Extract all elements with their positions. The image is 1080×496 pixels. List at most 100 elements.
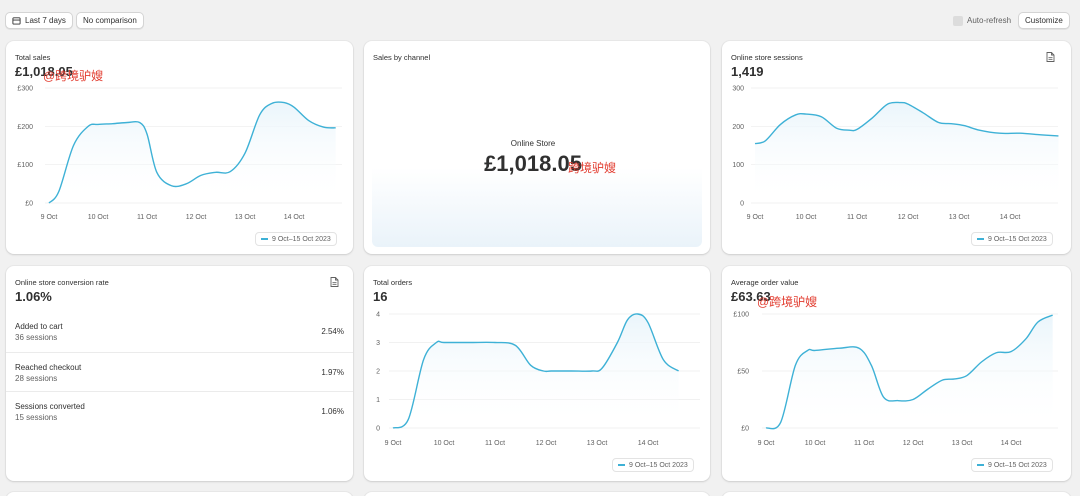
data-point (293, 107, 294, 108)
legend-label: 9 Oct–15 Oct 2023 (988, 235, 1047, 243)
data-point (139, 122, 140, 123)
x-tick-label: 12 Oct (903, 440, 924, 447)
conversion-row-sessions: 36 sessions (15, 333, 58, 342)
y-tick-label: £0 (25, 201, 33, 208)
data-point (907, 104, 908, 105)
y-tick-label: £300 (17, 86, 33, 93)
x-tick-label: 10 Oct (88, 214, 109, 221)
data-point (981, 361, 982, 362)
data-point (999, 133, 1000, 134)
toolbar: Last 7 days No comparison Auto-refresh C… (0, 0, 1080, 40)
data-point (48, 202, 49, 203)
data-point (97, 124, 98, 125)
chart-legend: 9 Oct–15 Oct 2023 (971, 232, 1053, 246)
data-point (551, 370, 552, 371)
watermark: 跨境驴嫂 (568, 161, 617, 175)
data-point (883, 397, 884, 398)
data-point (230, 171, 231, 172)
x-tick-label: 9 Oct (385, 440, 402, 447)
average-order-value-card[interactable]: Average order value £63.63 @跨境驴嫂 £0 £50 £1… (722, 266, 1071, 481)
data-point (872, 117, 873, 118)
calendar-icon (12, 17, 21, 25)
customize-label: Customize (1025, 16, 1063, 25)
data-point (88, 126, 89, 127)
data-point (859, 348, 860, 349)
auto-refresh-checkbox[interactable] (953, 15, 963, 26)
data-point (856, 129, 857, 130)
data-point (244, 153, 245, 154)
data-point (323, 127, 324, 128)
date-range-label: Last 7 days (25, 16, 66, 25)
y-tick-label: 100 (732, 162, 744, 169)
conversion-row-label: Reached checkout (15, 363, 82, 372)
legend-swatch (261, 238, 268, 240)
data-point (647, 322, 648, 323)
y-tick-label: 200 (732, 124, 744, 131)
channel-chart-area (372, 71, 702, 247)
series-line (754, 101, 1059, 145)
y-tick-label: £100 (17, 162, 33, 169)
date-range-button[interactable]: Last 7 days (5, 12, 73, 29)
next-row-card (722, 492, 1071, 496)
data-point (849, 130, 850, 131)
y-tick-label: 300 (732, 86, 744, 93)
card-value: 1,419 (731, 64, 764, 79)
data-point (423, 359, 424, 360)
x-tick-label: 14 Oct (638, 440, 659, 447)
series-line (48, 101, 336, 204)
data-point (308, 120, 309, 121)
aov-chart: £0 £50 £100 9 Oct 10 Oct 11 Oct 12 Oct 13 Oct 14… (733, 312, 1058, 447)
data-point (156, 172, 157, 173)
data-point (112, 123, 113, 124)
chart-legend: 9 Oct–15 Oct 2023 (255, 232, 337, 246)
card-title: Online store sessions (731, 53, 803, 62)
x-tick-label: 9 Oct (758, 440, 775, 447)
watermark: @跨境驴嫂 (757, 295, 818, 309)
data-point (443, 342, 444, 343)
x-tick-label: 10 Oct (434, 440, 455, 447)
chart-legend: 9 Oct–15 Oct 2023 (612, 458, 694, 472)
series-area (766, 315, 1053, 429)
conversion-row-label: Added to cart (15, 322, 63, 331)
x-tick-label: 11 Oct (137, 214, 157, 221)
channel-value: £1,018.05 (484, 151, 582, 176)
y-tick-label: £50 (737, 369, 749, 376)
data-point (795, 114, 796, 115)
conversion-row-sessions: 15 sessions (15, 413, 58, 422)
x-tick-label: 13 Oct (952, 440, 973, 447)
total-orders-card[interactable]: Total orders 16 0 1 2 3 4 9 Oct 10 Oct 11 Oct 12… (364, 266, 710, 481)
data-point (871, 365, 872, 366)
auto-refresh-toggle[interactable]: Auto-refresh (953, 12, 1011, 29)
x-tick-label: 12 Oct (186, 214, 207, 221)
document-icon[interactable] (330, 277, 339, 287)
sessions-chart: 0 100 200 300 9 Oct 10 Oct 11 Oct 12 Oct 13 Oct 1… (732, 86, 1059, 221)
card-title: Average order value (731, 278, 799, 287)
data-point (494, 342, 495, 343)
data-point (436, 342, 437, 343)
data-point (912, 399, 913, 400)
sales-by-channel-card[interactable]: Sales by channel Online Store £1,018.05 … (364, 41, 710, 254)
comparison-button[interactable]: No comparison (76, 12, 144, 29)
data-point (530, 365, 531, 366)
data-point (678, 370, 679, 371)
customize-button[interactable]: Customize (1018, 12, 1070, 29)
data-point (795, 365, 796, 366)
data-point (284, 102, 285, 103)
y-tick-label: £200 (17, 124, 33, 131)
x-tick-label: 11 Oct (854, 440, 874, 447)
auto-refresh-label: Auto-refresh (967, 16, 1012, 25)
online-store-sessions-card[interactable]: Online store sessions 1,419 0 100 200 300 9 … (722, 41, 1071, 254)
next-row-card (364, 492, 710, 496)
x-tick-label: 13 Oct (587, 440, 608, 447)
y-tick-label: 2 (376, 369, 380, 376)
total-sales-card[interactable]: Total sales £1,018.05 @跨境驴嫂 £0 £100 £200 £3… (6, 41, 353, 254)
data-point (805, 113, 806, 114)
document-icon[interactable] (1046, 52, 1055, 62)
conversion-row-sessions-converted: Sessions converted 15 sessions 1.06% (6, 391, 353, 431)
conversion-rate-card[interactable]: Online store conversion rate 1.06% Added… (6, 266, 353, 481)
data-point (780, 124, 781, 125)
data-point (617, 342, 618, 343)
data-point (73, 145, 74, 146)
conversion-row-sessions: 28 sessions (15, 374, 58, 383)
x-tick-label: 14 Oct (1001, 440, 1022, 447)
